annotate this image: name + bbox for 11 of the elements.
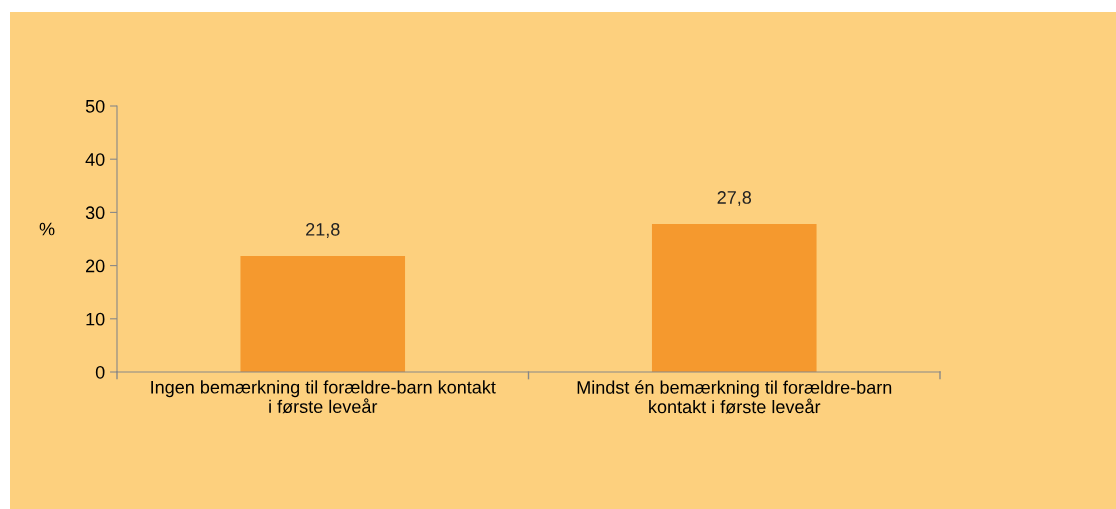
data-label: 21,8 <box>306 223 340 238</box>
y-tick-label: 10 <box>86 312 105 326</box>
x-tick-label: Mindst én bemærkning til forældre-barn kontakt i første leveår <box>577 380 892 414</box>
y-tick-label: 0 <box>95 365 105 379</box>
data-label: 27,8 <box>717 191 752 206</box>
y-tick-label: 40 <box>85 153 105 166</box>
y-tick-label: 50 <box>85 99 105 113</box>
y-tick-label: 30 <box>85 206 105 220</box>
y-axis-title: % <box>39 222 55 236</box>
y-tick-label: 20 <box>86 259 105 273</box>
x-tick-label: Ingen bemærkning til forældre-barn kontakt i første leveår <box>151 380 496 414</box>
